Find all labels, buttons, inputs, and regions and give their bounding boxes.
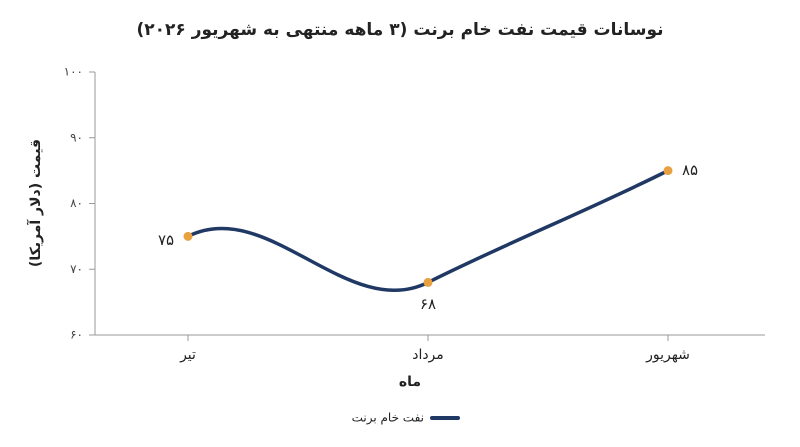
y-tick-label: ۱۰۰	[64, 65, 83, 79]
y-tick-label: ۹۰	[70, 130, 83, 144]
series-line	[186, 168, 670, 292]
data-point	[663, 166, 673, 176]
x-tick-label: شهریور	[645, 347, 690, 363]
data-point	[423, 277, 433, 287]
value-label: ۷۵	[158, 231, 174, 249]
x-tick-label: تیر	[179, 347, 196, 363]
y-axis-label: قیمت (دلار آمریکا)	[26, 139, 44, 267]
x-axis-label: ماه	[399, 374, 421, 390]
data-point	[183, 231, 193, 241]
chart-title: نوسانات قیمت نفت خام برنت (۳ ماهه منتهی …	[136, 20, 663, 40]
y-tick-label: ۷۰	[70, 262, 83, 276]
legend-label: نفت خام برنت	[352, 411, 424, 426]
value-label: ۸۵	[682, 161, 698, 179]
y-tick-label: ۸۰	[70, 196, 83, 210]
value-label: ۶۸	[420, 295, 436, 313]
x-tick-label: مرداد	[412, 347, 444, 363]
y-tick-label: ۶۰	[70, 328, 83, 342]
